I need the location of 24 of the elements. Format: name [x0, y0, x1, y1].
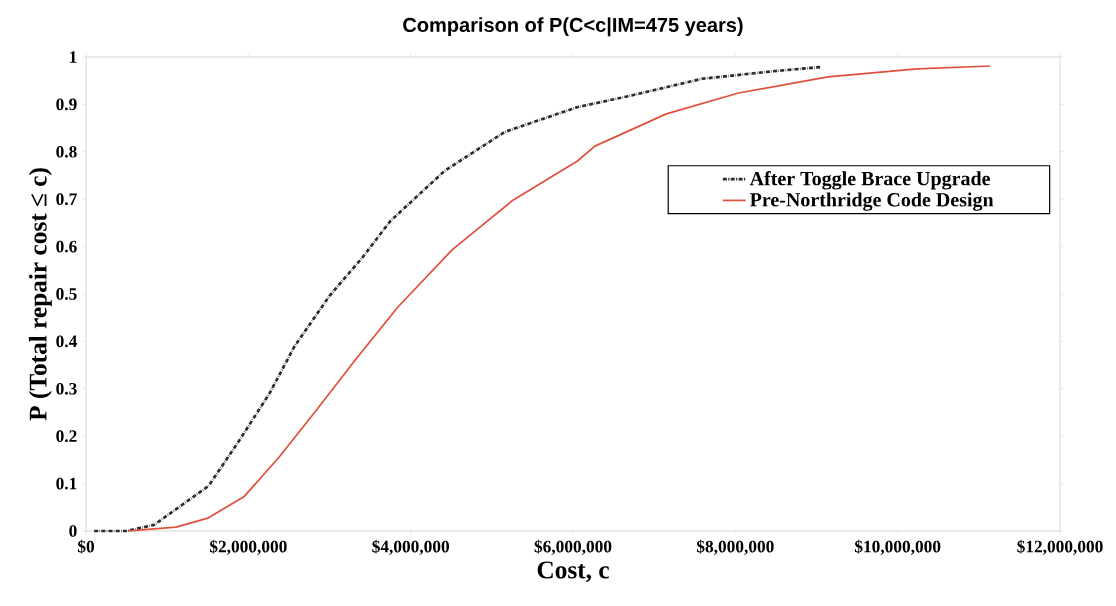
y-tick-label: 0.6	[56, 240, 77, 253]
y-tick-label: 0.2	[56, 430, 77, 443]
x-tick-label: $4,000,000	[372, 539, 450, 555]
legend-label: Pre-Northridge Code Design	[749, 192, 994, 211]
x-tick-label: $12,000,000	[1017, 539, 1103, 555]
y-tick-label: 0.5	[56, 288, 77, 300]
line-series	[128, 65, 992, 532]
y-tick-label: 0	[69, 525, 77, 537]
y-tick-label: 0.8	[56, 145, 77, 158]
y-tick-label: 0.3	[56, 382, 77, 395]
x-tick-label: $10,000,000	[854, 539, 941, 555]
chart-title: Comparison of P(C<c|IM=475 years)	[403, 17, 743, 37]
x-axis-title: Cost, c	[537, 561, 609, 583]
y-tick-label: 1	[70, 51, 77, 63]
legend-label: After Toggle Brace Upgrade	[749, 171, 990, 190]
y-tick-label: 0.7	[56, 193, 77, 206]
x-tick-label: $0	[77, 539, 95, 554]
x-tick-label: $8,000,000	[696, 539, 774, 555]
y-tick-label: 0.1	[56, 477, 77, 490]
x-tick-label: $2,000,000	[209, 539, 287, 555]
y-tick-label: 0.4	[56, 335, 77, 348]
y-tick-label: 0.9	[56, 98, 77, 111]
y-axis-title: P (Total repair cost ≤ c)	[28, 168, 52, 421]
x-tick-label: $6,000,000	[534, 539, 612, 555]
